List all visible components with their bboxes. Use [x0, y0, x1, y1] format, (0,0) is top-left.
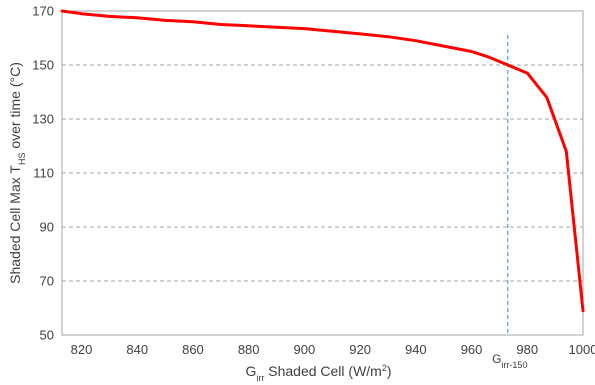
y-axis-label-main: Shaded Cell Max T: [7, 165, 23, 284]
x-tick-label: 920: [349, 342, 371, 357]
y-tick-label: 50: [40, 328, 54, 343]
y-axis-label-sub: HS: [17, 153, 27, 166]
x-tick-label: 840: [126, 342, 148, 357]
vline-label-sub: irr-150: [501, 360, 527, 370]
x-axis-label-rest: Shaded Cell (W/m: [264, 363, 381, 379]
y-axis-label-rest: over time (°C): [7, 62, 23, 152]
y-tick-label: 150: [32, 58, 54, 73]
x-axis-label-end: ): [387, 363, 392, 379]
x-tick-label: 900: [294, 342, 316, 357]
y-tick-label: 110: [33, 166, 54, 181]
x-axis-label: Girr Shaded Cell (W/m2): [245, 363, 391, 383]
x-axis-label-sub: irr: [256, 373, 264, 383]
x-tick-label: 940: [405, 342, 427, 357]
series-line: [60, 9, 585, 313]
x-tick-label: 820: [71, 342, 93, 357]
y-tick-label: 70: [40, 274, 54, 289]
plot-area-frame: [61, 10, 584, 336]
y-tick-label: 170: [32, 4, 54, 19]
x-tick-label: 1000: [569, 342, 595, 357]
x-tick-labels: 820 840 860 880 900 920 940 960 980 1000: [71, 342, 595, 357]
x-axis-label-sup: 2: [382, 363, 387, 373]
gridlines: [62, 64, 583, 282]
y-tick-label: 90: [40, 220, 54, 235]
y-tick-labels: 50 70 90 110 130 150 170: [32, 4, 54, 343]
x-tick-label: 880: [238, 342, 260, 357]
vline-annotation-label: Girr-150: [492, 352, 527, 370]
vline-label-main: G: [492, 352, 501, 366]
x-axis-label-main: G: [245, 363, 256, 379]
x-tick-label: 860: [182, 342, 204, 357]
x-tick-label: 960: [461, 342, 483, 357]
series-layer: [60, 9, 585, 313]
y-tick-label: 130: [32, 112, 54, 127]
y-axis-label: Shaded Cell Max THS over time (°C): [7, 62, 27, 284]
x-tick-label: 980: [516, 342, 538, 357]
